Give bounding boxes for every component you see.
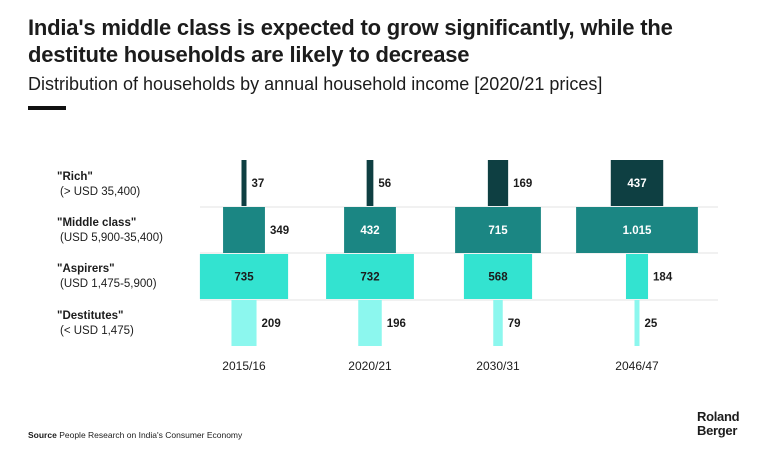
bar-3-0	[231, 300, 257, 346]
row-label-rich: "Rich" (> USD 35,400)	[57, 170, 140, 200]
data-label: 184	[653, 272, 673, 284]
title-underline	[28, 106, 66, 110]
bar-1-2	[455, 207, 541, 253]
bar-0-2	[487, 160, 509, 206]
data-label: 79	[508, 318, 521, 330]
data-label: 715	[488, 225, 508, 237]
data-label: 56	[378, 178, 391, 190]
bar-2-0	[199, 254, 289, 299]
bar-1-3	[576, 207, 698, 253]
data-label: 732	[360, 272, 379, 284]
data-label: 432	[360, 225, 379, 237]
bar-3-3	[634, 300, 640, 346]
bar-0-0	[241, 160, 247, 206]
chart-subtitle: Distribution of households by annual hou…	[28, 74, 603, 94]
row-label-name: "Rich"	[57, 171, 93, 183]
x-tick-label: 2030/31	[476, 359, 520, 373]
row-label-name: "Aspirers"	[57, 263, 115, 275]
data-label: 349	[270, 225, 289, 237]
bar-3-2	[493, 300, 503, 346]
data-label: 437	[627, 178, 646, 190]
row-label-destitutes: "Destitutes" (< USD 1,475)	[57, 309, 134, 339]
bar-3-1	[358, 300, 382, 346]
row-label-name: "Middle class"	[57, 217, 137, 229]
bar-2-3	[625, 254, 649, 299]
bar-2-1	[326, 254, 414, 299]
logo-line-1: Roland	[697, 409, 740, 424]
row-label-range: (< USD 1,475)	[60, 325, 134, 337]
data-label: 196	[387, 318, 406, 330]
data-label: 209	[262, 318, 281, 330]
data-label: 169	[513, 178, 532, 190]
x-tick-label: 2046/47	[615, 359, 659, 373]
data-label: 735	[234, 272, 254, 284]
bar-1-0	[223, 207, 265, 253]
roland-berger-logo: Roland Berger	[697, 409, 740, 438]
row-label-range: (USD 1,475-5,900)	[60, 278, 157, 290]
row-label-aspirers: "Aspirers" (USD 1,475-5,900)	[57, 262, 157, 292]
bar-0-3	[610, 160, 664, 206]
row-label-middle-class: "Middle class" (USD 5,900-35,400)	[57, 216, 163, 246]
data-label: 1.015	[623, 225, 652, 237]
bar-2-2	[463, 254, 533, 299]
chart-title: India's middle class is expected to grow…	[28, 15, 673, 67]
data-label: 568	[488, 272, 508, 284]
logo-line-2: Berger	[697, 423, 738, 438]
source-note: Source People Research on India's Consum…	[28, 430, 242, 440]
row-label-name: "Destitutes"	[57, 310, 124, 322]
row-label-range: (> USD 35,400)	[60, 186, 141, 198]
bar-0-1	[366, 160, 374, 206]
source-text: People Research on India's Consumer Econ…	[59, 430, 243, 440]
data-label: 25	[645, 318, 658, 330]
x-tick-label: 2015/16	[222, 359, 266, 373]
source-label: Source	[28, 430, 57, 440]
x-tick-label: 2020/21	[348, 359, 392, 373]
data-label: 37	[252, 178, 265, 190]
bar-1-1	[344, 207, 396, 253]
row-label-range: (USD 5,900-35,400)	[60, 232, 163, 244]
